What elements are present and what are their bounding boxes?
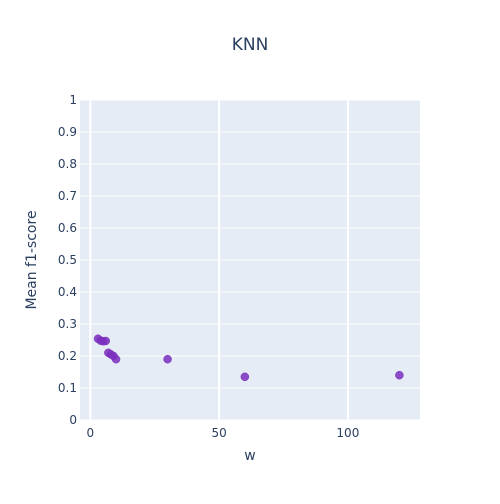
y-tick-label: 0.9: [58, 125, 77, 139]
y-tick-label: 0.8: [58, 157, 77, 171]
y-tick-label: 0.3: [58, 317, 77, 331]
y-tick-label: 0.7: [58, 189, 77, 203]
y-tick-label: 1: [69, 93, 77, 107]
y-gridlines: [80, 99, 420, 421]
y-tick-label: 0.2: [58, 349, 77, 363]
y-tick-label: 0: [69, 413, 77, 427]
data-point: [395, 370, 404, 380]
x-tick-label: 0: [86, 426, 94, 440]
y-axis-label: Mean f1-score: [24, 210, 40, 309]
x-tick-label: 100: [336, 426, 359, 440]
data-point: [163, 354, 172, 364]
y-tick-label: 0.4: [58, 285, 77, 299]
data-point: [240, 372, 250, 382]
data-point: [101, 336, 111, 346]
y-tick-label: 0.6: [58, 221, 77, 235]
data-points: [93, 334, 404, 382]
chart-title: KNN: [232, 35, 269, 55]
y-tick-label: 0.1: [58, 381, 77, 395]
x-axis-label: w: [244, 448, 255, 464]
y-axis-ticks: 0 0.1 0.2 0.3 0.4 0.5 0.6 0.7 0.8 0.9 1: [58, 93, 77, 427]
y-tick-label: 0.5: [58, 253, 77, 267]
data-point: [111, 354, 121, 364]
x-tick-label: 50: [211, 426, 226, 440]
x-axis-ticks: 0 50 100: [86, 426, 359, 440]
